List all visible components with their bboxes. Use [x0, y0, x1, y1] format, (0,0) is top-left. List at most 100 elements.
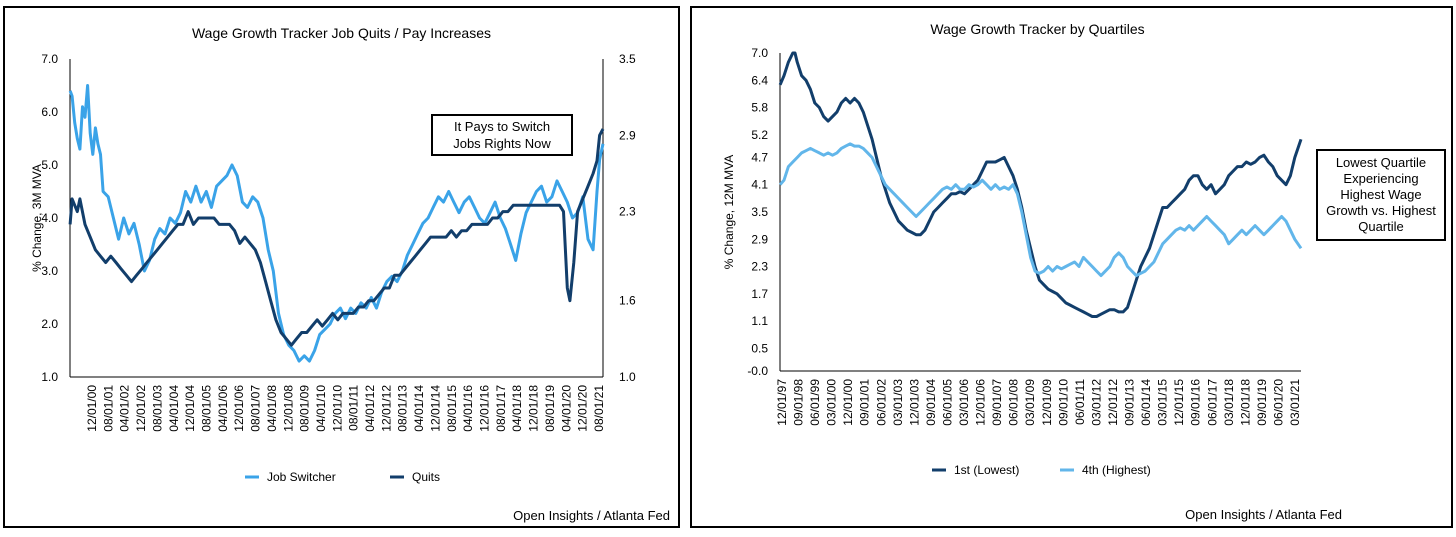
y-tick-label: 5.0: [41, 158, 58, 172]
y-tick-label: 2.3: [751, 260, 768, 274]
y-tick-label: 1.1: [751, 314, 768, 328]
y2-tick-label: 2.9: [619, 128, 636, 142]
x-tick-label: 09/01/13: [1123, 379, 1137, 426]
annotation-line: Growth vs. Highest: [1326, 203, 1436, 218]
x-tick-label: 09/01/10: [1056, 379, 1070, 426]
y2-tick-label: 3.5: [619, 52, 636, 66]
x-tick-label: 08/01/21: [592, 385, 606, 432]
annotation-line: It Pays to Switch: [454, 119, 550, 134]
x-tick-label: 03/01/09: [1023, 379, 1037, 426]
x-tick-label: 04/01/08: [265, 385, 279, 432]
x-tick-label: 04/01/06: [216, 385, 230, 432]
x-tick-label: 08/01/03: [150, 385, 164, 432]
x-tick-label: 12/01/16: [478, 385, 492, 432]
y-tick-label: 5.2: [751, 128, 768, 142]
x-tick-label: 12/01/14: [428, 385, 442, 432]
y-tick-label: 7.0: [751, 46, 768, 60]
series-line-job-switcher: [68, 84, 605, 363]
x-tick-label: 12/01/12: [1106, 379, 1120, 426]
x-tick-label: 06/01/14: [1139, 379, 1153, 426]
x-tick-label: 06/01/20: [1271, 379, 1285, 426]
x-tick-label: 09/01/19: [1255, 379, 1269, 426]
x-tick-label: 04/01/18: [510, 385, 524, 432]
x-tick-label: 12/01/15: [1172, 379, 1186, 426]
x-tick-label: 08/01/09: [298, 385, 312, 432]
x-tick-label: 06/01/08: [1007, 379, 1021, 426]
y-tick-label: 4.0: [41, 211, 58, 225]
source-label: Open Insights / Atlanta Fed: [1185, 507, 1342, 522]
y-axis-title: % Change, 3M MVA: [30, 164, 44, 272]
x-tick-label: 03/01/18: [1222, 379, 1236, 426]
x-tick-label: 12/01/04: [183, 385, 197, 432]
x-tick-label: 04/01/02: [118, 385, 132, 432]
x-tick-label: 12/01/18: [1238, 379, 1252, 426]
y-tick-label: 4.7: [751, 150, 768, 164]
x-tick-label: 06/01/11: [1073, 379, 1087, 425]
x-tick-label: 12/01/09: [1040, 379, 1054, 426]
series-line-4th-highest-: [778, 142, 1303, 278]
x-tick-label: 12/01/00: [841, 379, 855, 426]
x-tick-label: 06/01/99: [808, 379, 822, 426]
annotation-line: Jobs Rights Now: [453, 136, 551, 151]
x-tick-label: 09/01/07: [990, 379, 1004, 426]
x-tick-label: 12/01/97: [775, 379, 789, 426]
x-tick-label: 12/01/06: [232, 385, 246, 432]
x-tick-label: 08/01/15: [445, 385, 459, 432]
x-tick-label: 03/01/00: [825, 379, 839, 426]
y2-tick-label: 2.3: [619, 205, 636, 219]
y-tick-label: 6.4: [751, 73, 768, 87]
series-line-quits: [68, 128, 605, 347]
y-tick-label: 1.0: [41, 370, 58, 384]
chart-left-svg: Wage Growth Tracker Job Quits / Pay Incr…: [30, 25, 670, 523]
y-tick-label: 1.7: [751, 287, 768, 301]
x-tick-label: 08/01/01: [101, 385, 115, 432]
x-tick-label: 09/01/98: [792, 379, 806, 426]
x-tick-label: 12/01/10: [330, 385, 344, 432]
x-tick-label: 12/01/08: [281, 385, 295, 432]
legend-label: Job Switcher: [267, 470, 336, 484]
y-tick-label: 7.0: [41, 52, 58, 66]
source-label: Open Insights / Atlanta Fed: [513, 508, 670, 523]
y-tick-label: 0.5: [751, 341, 768, 355]
x-tick-label: 03/01/12: [1089, 379, 1103, 426]
annotation-line: Highest Wage: [1340, 187, 1421, 202]
x-tick-label: 08/01/05: [199, 385, 213, 432]
legend-label: 4th (Highest): [1082, 463, 1151, 477]
x-tick-label: 12/01/03: [907, 379, 921, 426]
x-tick-label: 08/01/07: [249, 385, 263, 432]
x-tick-label: 06/01/02: [874, 379, 888, 426]
y-tick-label: 2.0: [41, 317, 58, 331]
y-tick-label: 3.0: [41, 264, 58, 278]
x-tick-label: 08/01/17: [494, 385, 508, 432]
chart-title: Wage Growth Tracker Job Quits / Pay Incr…: [192, 25, 491, 41]
y-tick-label: 4.1: [751, 178, 768, 192]
chart-title: Wage Growth Tracker by Quartiles: [930, 21, 1144, 37]
x-tick-label: 03/01/03: [891, 379, 905, 426]
annotation-line: Quartile: [1358, 219, 1404, 234]
chart-panel-right: [690, 6, 1453, 528]
series-line-1st-lowest-: [778, 51, 1303, 318]
y-axis-title: % Change, 12M MVA: [722, 155, 736, 270]
x-tick-label: 09/01/01: [858, 379, 872, 426]
annotation-box: [431, 114, 573, 156]
x-tick-label: 03/01/21: [1288, 379, 1302, 426]
y-tick-label: 5.8: [751, 101, 768, 115]
x-tick-label: 09/01/16: [1189, 379, 1203, 426]
x-tick-label: 04/01/12: [363, 385, 377, 432]
x-tick-label: 06/01/17: [1205, 379, 1219, 426]
x-tick-label: 08/01/19: [543, 385, 557, 432]
x-tick-label: 12/01/12: [379, 385, 393, 432]
x-tick-label: 12/01/06: [974, 379, 988, 426]
y2-tick-label: 1.6: [619, 294, 636, 308]
annotation-box: [1316, 149, 1446, 241]
legend-label: Quits: [412, 470, 440, 484]
y-tick-label: 3.5: [751, 205, 768, 219]
legend-label: 1st (Lowest): [954, 463, 1019, 477]
x-tick-label: 03/01/15: [1156, 379, 1170, 426]
x-tick-label: 12/01/20: [576, 385, 590, 432]
x-tick-label: 04/01/14: [412, 385, 426, 432]
y2-tick-label: 1.0: [619, 370, 636, 384]
x-tick-label: 09/01/04: [924, 379, 938, 426]
x-tick-label: 08/01/11: [347, 385, 361, 431]
